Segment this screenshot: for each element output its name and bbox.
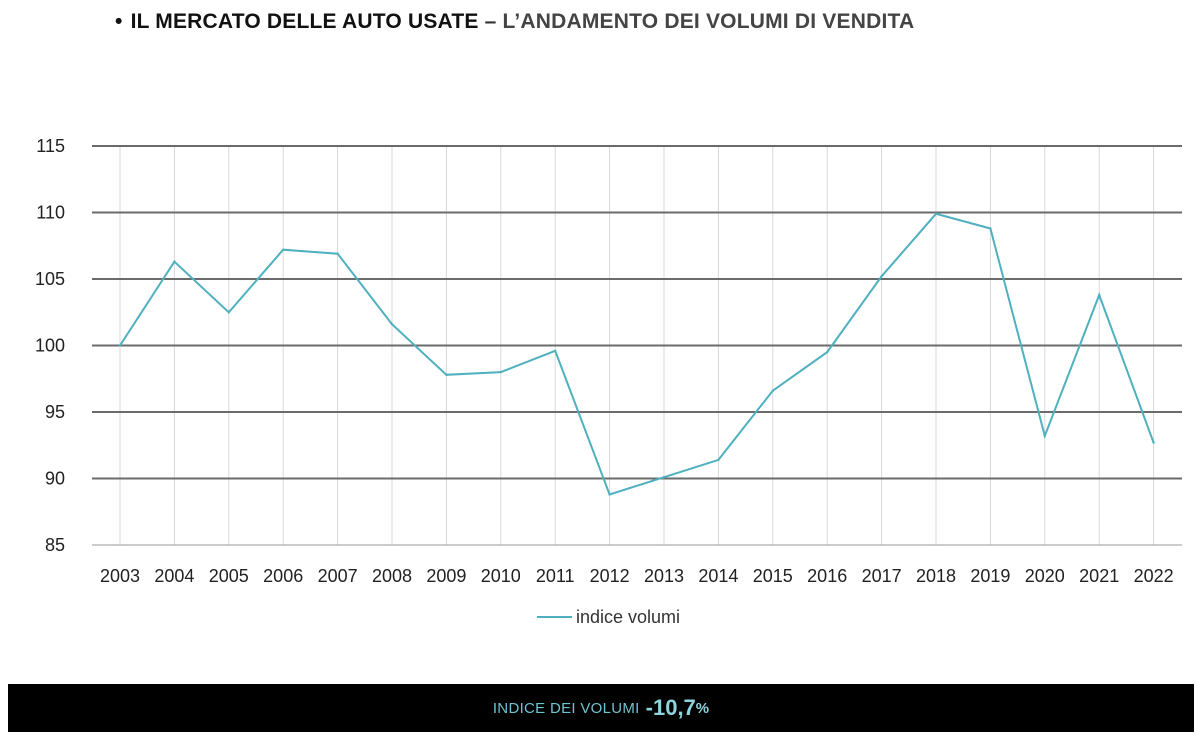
data-point	[282, 248, 285, 251]
x-tick-label: 2017	[862, 566, 902, 586]
x-tick-label: 2010	[481, 566, 521, 586]
footer-unit: %	[695, 699, 710, 717]
data-point	[1043, 434, 1047, 438]
x-tick-label: 2022	[1134, 566, 1174, 586]
data-point	[554, 349, 557, 353]
data-point	[662, 475, 666, 479]
y-tick-label: 110	[36, 203, 65, 223]
title-separator: –	[484, 10, 497, 33]
chart-title: • IL MERCATO DELLE AUTO USATE – L’ANDAMENTO…	[115, 10, 914, 34]
y-tick-label: 85	[45, 535, 65, 555]
title-subtitle: L’ANDAMENTO DEI VOLUMI DI VENDITA	[502, 10, 915, 33]
x-tick-label: 2004	[154, 566, 194, 586]
x-tick-label: 2020	[1025, 566, 1065, 586]
line-chart: 85 90 95 100 105 110 115 2003 2004 2005 2006 2007 20…	[35, 136, 1182, 627]
x-tick-label: 2009	[426, 566, 466, 586]
x-tick-label: 2005	[209, 566, 249, 586]
data-point	[771, 389, 774, 392]
y-tick-label: 95	[45, 402, 65, 422]
y-tick-label: 100	[35, 336, 65, 356]
title-bullet: •	[115, 10, 123, 33]
data-point	[227, 311, 230, 314]
data-point	[826, 350, 829, 354]
data-point	[934, 212, 938, 216]
data-point	[880, 275, 883, 278]
data-point	[1098, 293, 1101, 297]
legend-label: indice volumi	[576, 607, 680, 627]
x-tick-label: 2013	[644, 566, 684, 586]
footer-label: INDICE DEI VOLUMI	[492, 699, 640, 717]
data-point	[118, 344, 122, 347]
x-tick-label: 2014	[698, 566, 738, 586]
x-tick-label: 2015	[753, 566, 793, 586]
y-tick-label: 115	[36, 136, 65, 156]
y-tick-label: 105	[35, 269, 65, 289]
data-point	[445, 373, 448, 376]
data-point	[336, 252, 339, 255]
x-tick-label: 2018	[916, 566, 956, 586]
x-tick-label: 2006	[263, 566, 303, 586]
y-tick-label: 90	[45, 469, 65, 489]
x-tick-label: 2012	[590, 566, 630, 586]
data-point	[499, 370, 502, 374]
x-tick-label: 2003	[100, 566, 140, 586]
title-main: IL MERCATO DELLE AUTO USATE	[130, 10, 479, 33]
data-point	[390, 323, 394, 326]
series-line	[119, 212, 1155, 496]
x-tick-label: 2008	[372, 566, 412, 586]
x-tick-label: 2007	[318, 566, 358, 586]
data-point	[173, 260, 176, 263]
x-tick-label: 2021	[1079, 566, 1119, 586]
x-tick-label: 2016	[807, 566, 847, 586]
footer-banner: INDICE DEI VOLUMI -10,7%	[8, 684, 1194, 732]
data-point	[717, 458, 720, 462]
x-tick-label: 2019	[970, 566, 1010, 586]
footer-value: -10,7	[645, 695, 696, 720]
data-point	[989, 227, 992, 230]
x-tick-label: 2011	[536, 566, 575, 586]
data-point	[1152, 441, 1155, 444]
data-point	[608, 493, 611, 496]
